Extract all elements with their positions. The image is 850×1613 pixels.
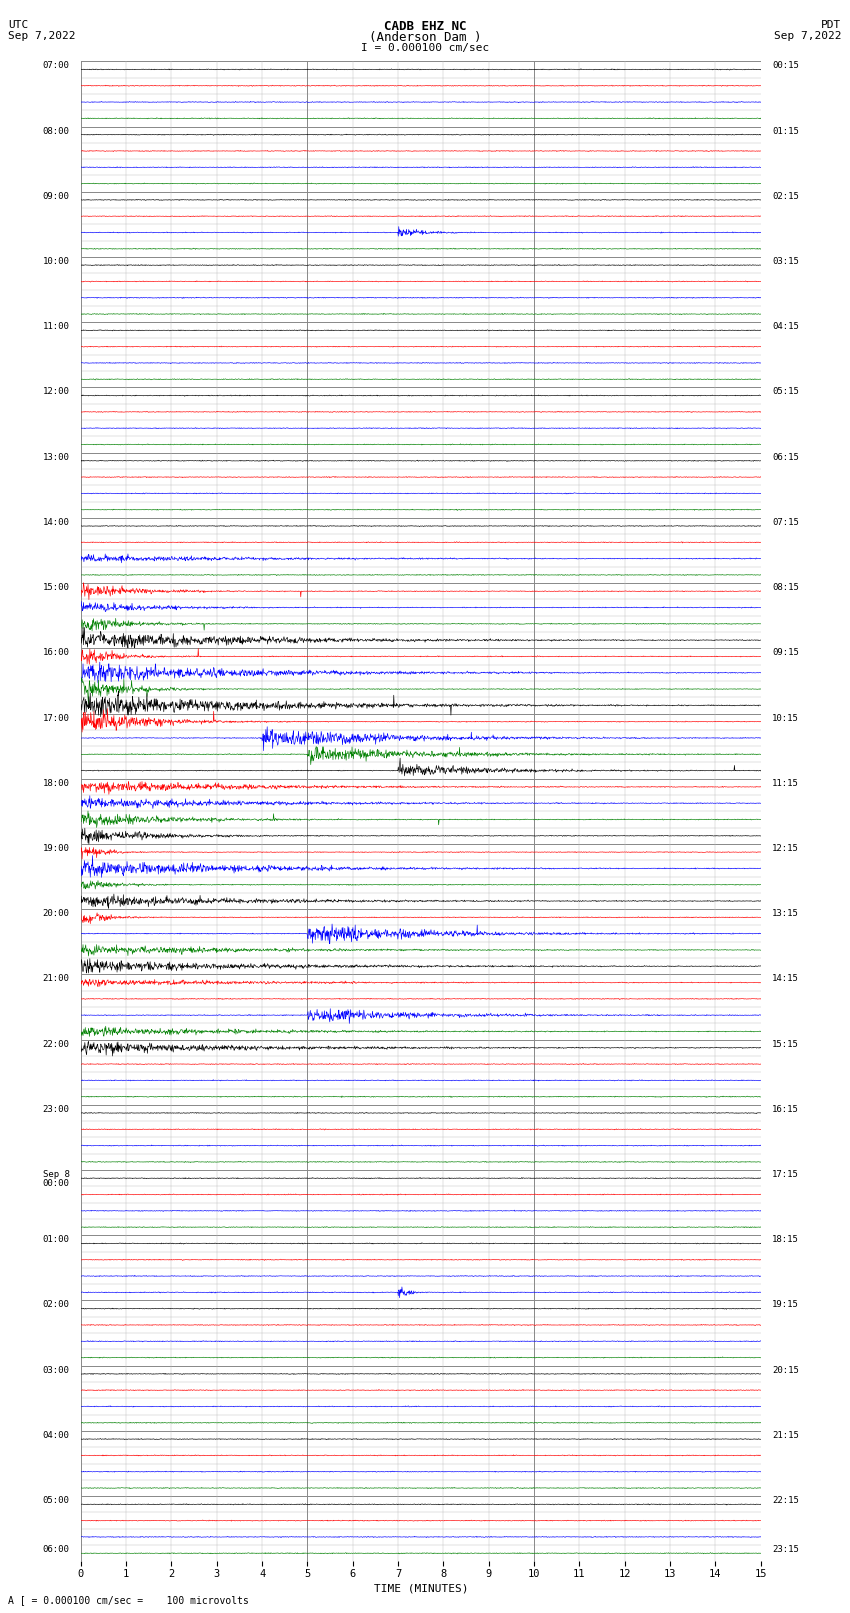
Text: CADB EHZ NC: CADB EHZ NC — [383, 19, 467, 34]
Text: 11:00: 11:00 — [42, 323, 70, 331]
Text: 15:15: 15:15 — [772, 1040, 799, 1048]
Text: 03:00: 03:00 — [42, 1366, 70, 1374]
Text: 03:15: 03:15 — [772, 256, 799, 266]
Text: 21:00: 21:00 — [42, 974, 70, 984]
Text: PDT: PDT — [821, 19, 842, 31]
Text: 08:15: 08:15 — [772, 582, 799, 592]
Text: 20:00: 20:00 — [42, 910, 70, 918]
Text: 07:00: 07:00 — [42, 61, 70, 71]
Text: 06:00: 06:00 — [42, 1545, 70, 1553]
Text: 05:15: 05:15 — [772, 387, 799, 397]
Text: 06:15: 06:15 — [772, 453, 799, 461]
Text: 09:00: 09:00 — [42, 192, 70, 200]
Text: 19:15: 19:15 — [772, 1300, 799, 1310]
Text: Sep 8: Sep 8 — [42, 1169, 70, 1179]
Text: (Anderson Dam ): (Anderson Dam ) — [369, 31, 481, 45]
Text: 21:15: 21:15 — [772, 1431, 799, 1440]
Text: 09:15: 09:15 — [772, 648, 799, 656]
Text: 13:00: 13:00 — [42, 453, 70, 461]
Text: 15:00: 15:00 — [42, 582, 70, 592]
Text: UTC: UTC — [8, 19, 29, 31]
Text: 00:00: 00:00 — [42, 1179, 70, 1189]
Text: 12:15: 12:15 — [772, 844, 799, 853]
Text: 04:00: 04:00 — [42, 1431, 70, 1440]
Text: Sep 7,2022: Sep 7,2022 — [774, 31, 842, 42]
Text: I = 0.000100 cm/sec: I = 0.000100 cm/sec — [361, 44, 489, 53]
Text: 18:00: 18:00 — [42, 779, 70, 787]
Text: 00:15: 00:15 — [772, 61, 799, 71]
Text: 08:00: 08:00 — [42, 126, 70, 135]
Text: 20:15: 20:15 — [772, 1366, 799, 1374]
Text: 01:00: 01:00 — [42, 1236, 70, 1244]
Text: 04:15: 04:15 — [772, 323, 799, 331]
Text: 11:15: 11:15 — [772, 779, 799, 787]
Text: 22:15: 22:15 — [772, 1497, 799, 1505]
Text: 10:00: 10:00 — [42, 256, 70, 266]
Text: Sep 7,2022: Sep 7,2022 — [8, 31, 76, 42]
Text: 17:00: 17:00 — [42, 713, 70, 723]
Text: 13:15: 13:15 — [772, 910, 799, 918]
Text: 18:15: 18:15 — [772, 1236, 799, 1244]
X-axis label: TIME (MINUTES): TIME (MINUTES) — [373, 1584, 468, 1594]
Text: 16:00: 16:00 — [42, 648, 70, 656]
Text: 19:00: 19:00 — [42, 844, 70, 853]
Text: 01:15: 01:15 — [772, 126, 799, 135]
Text: 07:15: 07:15 — [772, 518, 799, 527]
Text: 14:15: 14:15 — [772, 974, 799, 984]
Text: 10:15: 10:15 — [772, 713, 799, 723]
Text: 23:15: 23:15 — [772, 1545, 799, 1553]
Text: 14:00: 14:00 — [42, 518, 70, 527]
Text: 02:00: 02:00 — [42, 1300, 70, 1310]
Text: 05:00: 05:00 — [42, 1497, 70, 1505]
Text: A [ = 0.000100 cm/sec =    100 microvolts: A [ = 0.000100 cm/sec = 100 microvolts — [8, 1595, 249, 1605]
Text: 02:15: 02:15 — [772, 192, 799, 200]
Text: 22:00: 22:00 — [42, 1040, 70, 1048]
Text: 12:00: 12:00 — [42, 387, 70, 397]
Text: 17:15: 17:15 — [772, 1169, 799, 1179]
Text: 23:00: 23:00 — [42, 1105, 70, 1115]
Text: 16:15: 16:15 — [772, 1105, 799, 1115]
